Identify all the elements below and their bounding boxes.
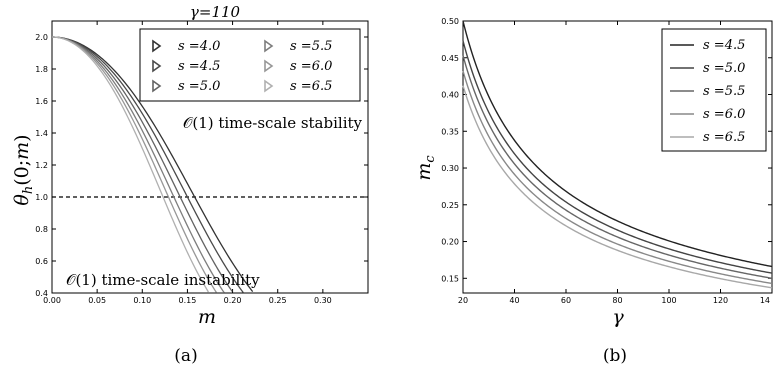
series-line-s=6.0	[462, 70, 773, 285]
legend-marker-s=5.5	[264, 39, 274, 53]
panel-a-title: γ=110	[190, 3, 241, 21]
panel-a-legend: s =4.0 s =4.5 s =5.0 s =5.5 s =6.0 s =6.5	[139, 28, 361, 102]
y-tick-label: 1.2	[35, 161, 48, 170]
legend-marker-s=4.0	[152, 39, 162, 53]
x-tick-label: 0.20	[224, 296, 242, 305]
series-line-s=4.5	[462, 20, 773, 268]
x-tick-label: 40	[509, 296, 519, 305]
panel-a-caption: (a)	[174, 346, 197, 366]
y-tick-label: 0.20	[441, 238, 459, 247]
series-line-s=5.5	[462, 55, 773, 279]
panel-a-y-ticks: 0.4 0.6 0.8 1.0 1.2 1.4 1.6 1.8 2.0	[35, 33, 368, 298]
y-tick-label: 0.40	[441, 91, 459, 100]
x-tick-label: 0.00	[43, 296, 61, 305]
legend-label-s=6.5: s =6.5	[703, 130, 745, 145]
x-tick-label: 14	[760, 296, 770, 305]
legend-marker-s=5.0	[152, 79, 162, 93]
y-tick-label: 0.35	[441, 127, 459, 136]
panel-b-series	[462, 20, 773, 289]
series-line-s=5.0	[462, 40, 773, 274]
legend-label-s=6.0: s =6.0	[290, 59, 332, 74]
panel-a-series	[51, 36, 254, 294]
panel-b-chart: 0.15 0.20 0.25 0.30 0.35 0.40 0.45 0.50 20 40 60 8…	[413, 17, 773, 366]
legend-label-s=5.0: s =5.0	[703, 61, 745, 76]
series-line-s=6.5	[462, 85, 773, 289]
annotation-instability: 𝒪(1) time-scale instability	[66, 271, 260, 289]
ylabel-m-main: m	[413, 163, 435, 181]
panel-a-plot-area	[51, 20, 369, 294]
y-tick-label: 0.8	[35, 225, 48, 234]
panel-a-legend-box	[139, 28, 361, 102]
panel-a-xlabel: m	[198, 306, 216, 328]
y-tick-label: 0.30	[441, 164, 459, 173]
legend-label-s=6.0: s =6.0	[703, 107, 745, 122]
series-line-s=6.5	[51, 36, 209, 293]
panel-b-legend-box	[661, 28, 767, 152]
legend-marker-s=6.5	[264, 79, 274, 93]
legend-label-s=6.5: s =6.5	[290, 79, 332, 94]
legend-label-s=5.5: s =5.5	[703, 84, 745, 99]
series-line-s=5.0	[51, 36, 233, 292]
series-line-s=4.5	[51, 36, 244, 293]
y-tick-label: 1.4	[35, 129, 48, 138]
x-tick-label: 0.05	[88, 296, 106, 305]
panel-a-ylabel: θh(0;m)	[11, 134, 36, 205]
annotation-stability: 𝒪(1) time-scale stability	[183, 114, 363, 132]
ylabel-args: (0;	[11, 160, 33, 186]
legend-label-s=4.5: s =4.5	[703, 38, 745, 53]
legend-label-s=5.5: s =5.5	[290, 39, 332, 54]
panel-b-ylabel: mc	[413, 155, 438, 181]
y-tick-label: 2.0	[35, 33, 48, 42]
x-tick-label: 100	[661, 296, 676, 305]
x-tick-label: 0.25	[269, 296, 287, 305]
x-tick-label: 80	[612, 296, 622, 305]
legend-marker-s=4.5	[152, 59, 162, 73]
x-tick-label: 0.15	[179, 296, 197, 305]
ylabel-close: )	[11, 134, 33, 141]
panel-b-caption: (b)	[603, 346, 627, 366]
y-tick-label: 0.6	[35, 257, 48, 266]
x-tick-label: 0.10	[133, 296, 151, 305]
legend-label-s=5.0: s =5.0	[178, 79, 220, 94]
panel-a-chart: γ=110 0.40.60.81.01.21.41.61.82.0 0.00 0.…	[11, 3, 369, 366]
panel-b-x-ticks: 20 40 60 80 100 120 14	[458, 21, 773, 305]
legend-marker-s=6.0	[264, 59, 274, 73]
x-tick-label: 20	[458, 296, 468, 305]
series-line-s=6.0	[51, 36, 217, 293]
ylabel-theta: θ	[11, 194, 33, 206]
y-tick-label: 0.4	[35, 289, 48, 298]
legend-label-s=4.5: s =4.5	[178, 59, 220, 74]
y-tick-label: 1.6	[35, 97, 48, 106]
legend-label-s=4.0: s =4.0	[178, 39, 220, 54]
y-tick-label: 1.8	[35, 65, 48, 74]
panel-b-y-ticks: 0.15 0.20 0.25 0.30 0.35 0.40 0.45 0.50	[441, 17, 772, 283]
panel-b-xlabel: γ	[612, 306, 624, 328]
x-tick-label: 60	[561, 296, 571, 305]
series-line-s=5.5	[51, 36, 225, 294]
y-tick-label: 1.0	[35, 193, 48, 202]
ylabel-sub-c: c	[423, 155, 438, 163]
ylabel-sub-h: h	[21, 186, 36, 194]
x-tick-label: 120	[713, 296, 728, 305]
y-tick-label: 0.50	[441, 17, 459, 26]
series-line-s=4.0	[51, 36, 254, 293]
x-tick-label: 0.30	[314, 296, 332, 305]
y-tick-label: 0.25	[441, 201, 459, 210]
panel-b-legend: s =4.5 s =5.0 s =5.5 s =6.0 s =6.5	[661, 28, 767, 152]
y-tick-label: 0.45	[441, 54, 459, 63]
ylabel-m: m	[11, 142, 33, 160]
y-tick-label: 0.15	[441, 274, 459, 283]
panel-a-x-ticks: 0.00 0.05 0.10 0.15 0.20 0.25 0.30	[43, 21, 332, 305]
